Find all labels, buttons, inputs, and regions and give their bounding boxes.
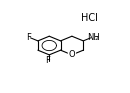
Text: F: F — [26, 33, 31, 42]
Text: HCl: HCl — [81, 13, 98, 23]
Text: F: F — [45, 56, 50, 65]
Text: 2: 2 — [95, 36, 99, 41]
Text: O: O — [69, 50, 75, 59]
Text: NH: NH — [87, 33, 100, 42]
